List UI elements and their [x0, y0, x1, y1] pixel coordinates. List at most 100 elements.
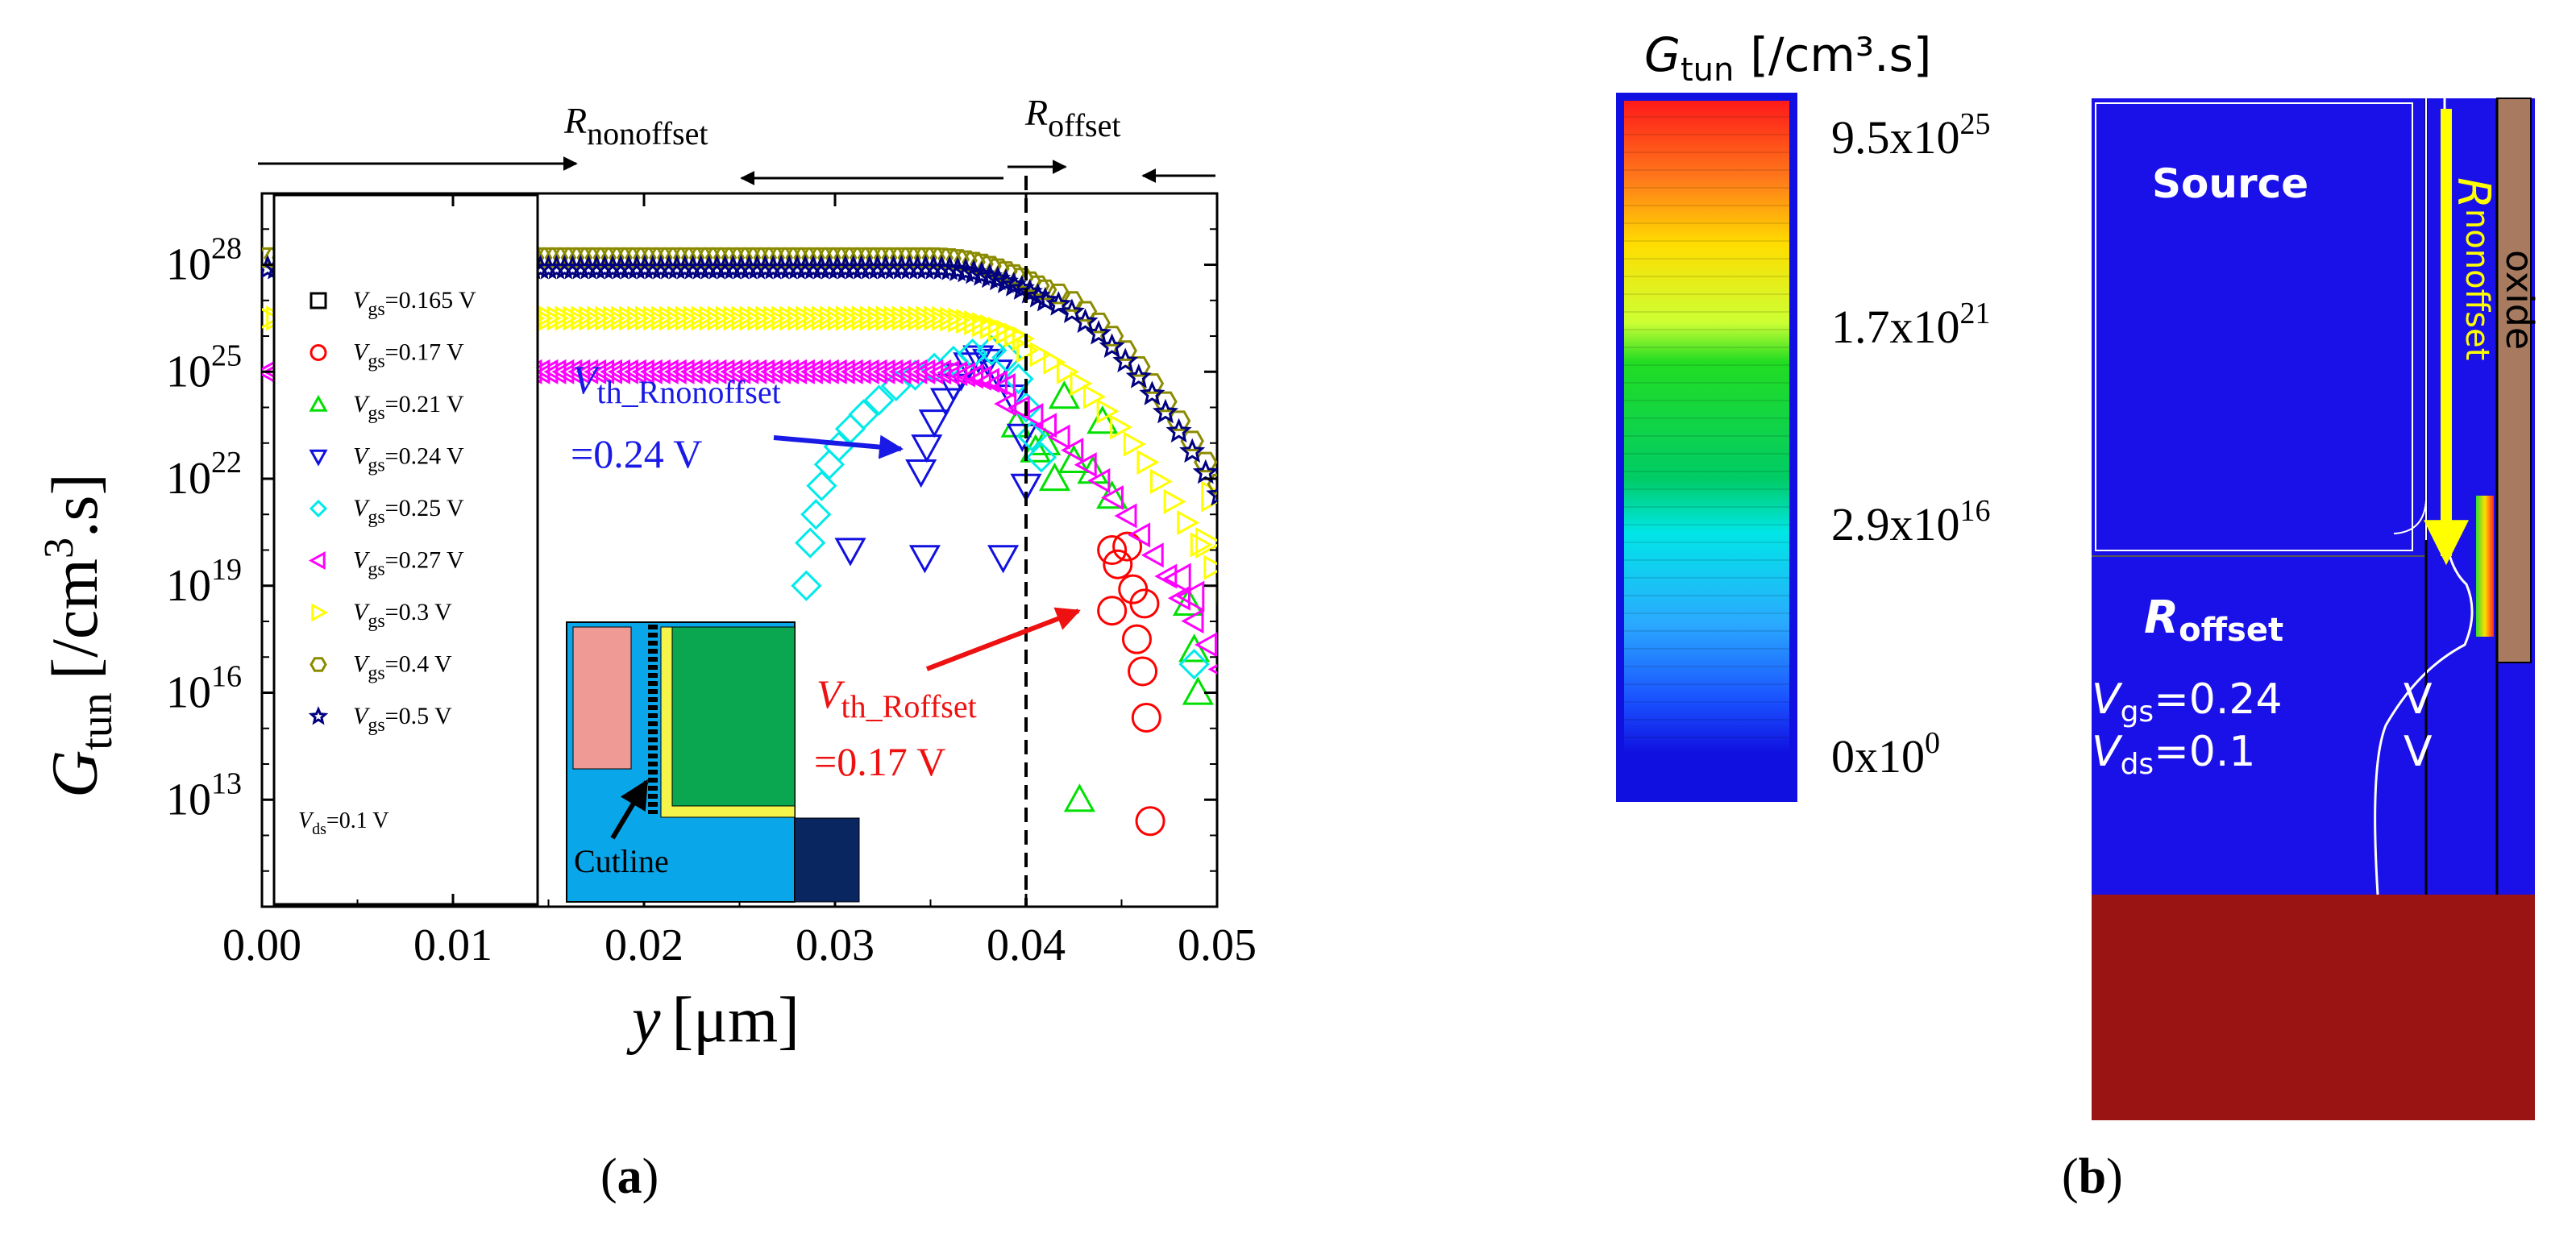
data-point: [1016, 420, 1048, 452]
data-point: [1045, 290, 1072, 316]
data-point: [1063, 783, 1095, 812]
map-background: [2092, 98, 2535, 896]
data-point: [559, 359, 583, 384]
data-point: [1222, 498, 1243, 517]
y-axis-label: Gtun[/cm3.s]: [36, 473, 122, 798]
inset-source: [572, 626, 632, 770]
data-point: [791, 359, 815, 384]
data-point: [752, 359, 775, 384]
data-point: [1034, 413, 1057, 438]
data-point: [867, 305, 891, 331]
data-point: [608, 359, 630, 384]
data-point: [851, 305, 875, 331]
contour-line: [2374, 98, 2474, 895]
data-point: [1128, 656, 1158, 687]
data-point: [659, 305, 682, 331]
data-point: [1003, 363, 1034, 395]
data-point: [976, 263, 1003, 289]
data-point: [1047, 424, 1070, 450]
data-point: [1141, 542, 1164, 568]
data-point: [723, 305, 746, 331]
data-point: [834, 413, 866, 445]
series-1: [1097, 531, 1165, 837]
data-point: [771, 305, 795, 331]
data-point: [595, 305, 618, 331]
panel-b-label: (b): [2062, 1149, 2123, 1204]
data-point: [911, 434, 943, 463]
vgs-unit: V: [2404, 675, 2433, 724]
legend-entry: Vgs=0.21 V: [309, 391, 464, 424]
data-point: [816, 359, 839, 384]
data-point: [704, 359, 727, 384]
data-point: [827, 305, 850, 331]
data-point: [1182, 676, 1214, 705]
data-point: [1083, 384, 1106, 409]
colorbar-gradient: [1624, 101, 1789, 754]
data-point: [1136, 450, 1160, 476]
data-point: [918, 409, 950, 438]
data-point: [1043, 349, 1066, 375]
data-point: [667, 305, 690, 331]
data-point: [1165, 417, 1192, 443]
data-point: [1203, 554, 1217, 580]
data-point: [940, 306, 963, 332]
data-point: [1048, 380, 1080, 409]
nonoffset-label: Rnonoffset: [2447, 177, 2499, 360]
data-point: [864, 359, 887, 384]
data-point: [262, 308, 281, 329]
data-point: [543, 359, 567, 384]
legend-entry: Vgs=0.3 V: [311, 599, 452, 632]
data-point: [760, 359, 783, 384]
data-point: [755, 305, 779, 331]
data-point: [739, 305, 762, 331]
legend-label: Vgs=0.5 V: [353, 703, 452, 736]
inset-drain: [794, 817, 860, 903]
colorbar-title: Gtun [/cm³.s]: [1644, 27, 1931, 89]
data-point: [1123, 431, 1146, 457]
data-point: [984, 265, 1012, 291]
data-point: [571, 305, 594, 331]
data-point: [768, 359, 791, 384]
legend-marker: [309, 394, 328, 412]
data-point: [1167, 585, 1190, 611]
data-point: [1166, 410, 1191, 431]
data-point: [875, 305, 899, 331]
data-point: [969, 261, 995, 286]
legend-label: Vgs=0.24 V: [353, 443, 464, 476]
data-point: [848, 359, 871, 384]
data-point: [804, 305, 827, 331]
legend-marker: [310, 292, 327, 309]
data-point: [1194, 451, 1217, 473]
x-tick-label: 0.00: [222, 920, 301, 970]
data-point: [744, 359, 767, 384]
ann-offset-arrow: [925, 607, 1081, 671]
colorbar-bands: [1624, 116, 1789, 738]
data-point: [891, 305, 915, 331]
scale-label-2: 1.7x1021: [1831, 297, 1991, 353]
data-point: [937, 255, 963, 280]
data-point: [800, 499, 832, 530]
legend-marker: [308, 706, 329, 725]
scale-label-3: 2.9x1016: [1831, 494, 1991, 550]
data-point: [1177, 510, 1200, 536]
data-point: [1020, 403, 1044, 429]
data-point: [1112, 531, 1143, 562]
data-point: [835, 305, 858, 331]
data-point: [961, 259, 987, 285]
source-corner: [2393, 499, 2427, 534]
y-tick-label: 1013: [166, 766, 242, 824]
data-point: [691, 305, 714, 331]
data-point: [796, 305, 819, 331]
legend-entry: Vgs=0.25 V: [309, 495, 464, 528]
data-point: [1129, 588, 1160, 619]
vds-note-b: Vds=0.1: [2092, 728, 2255, 781]
data-point: [987, 545, 1020, 574]
data-point: [1096, 398, 1120, 424]
data-point: [808, 359, 831, 384]
data-point: [1025, 442, 1057, 473]
data-point: [1032, 286, 1058, 312]
data-point: [579, 305, 602, 331]
data-point: [872, 359, 895, 384]
panel-a: Rnonoffset Roffset Vgs=0.165 V Vgs=0.17 V…: [36, 92, 1257, 1204]
data-point: [904, 359, 928, 384]
